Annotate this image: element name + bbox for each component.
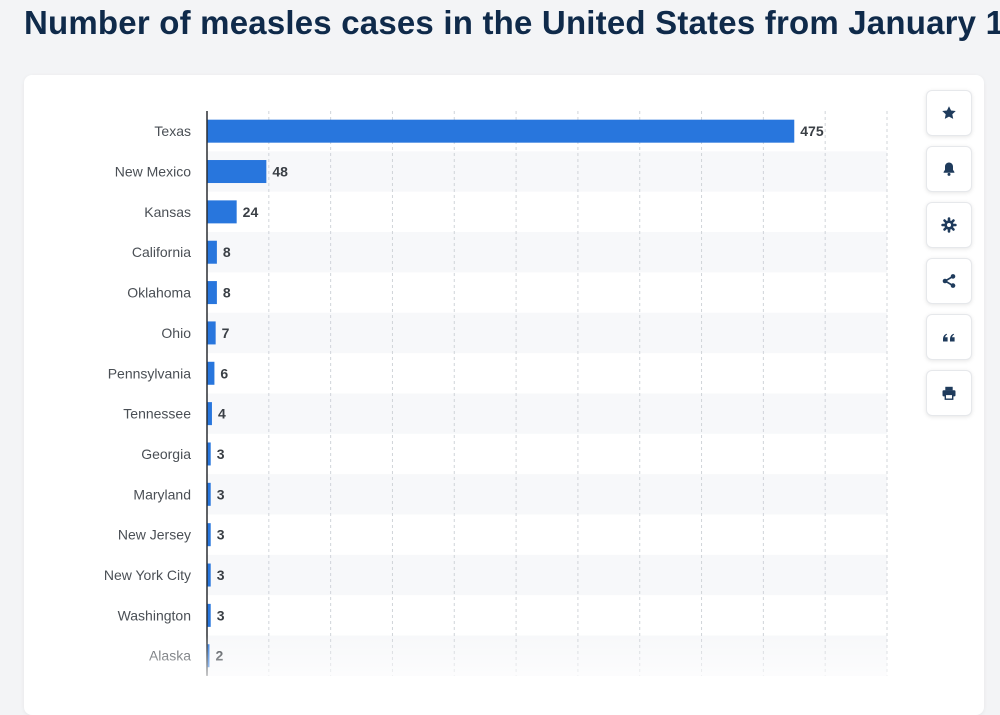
bar-new-jersey [207, 523, 211, 547]
bar-maryland [207, 482, 211, 506]
row-stripe [207, 554, 887, 596]
category-label: Alaska [149, 648, 191, 664]
category-label: Georgia [141, 446, 191, 462]
settings-button[interactable] [926, 202, 972, 248]
category-label: Tennessee [123, 406, 191, 422]
bar-california [207, 240, 217, 264]
bar-texas [207, 119, 795, 143]
category-label: California [132, 244, 191, 260]
category-label: Washington [118, 607, 191, 623]
category-label: Oklahoma [127, 285, 191, 301]
bar-pennsylvania [207, 361, 215, 385]
value-label: 3 [217, 607, 225, 623]
bar-new-york-city [207, 563, 211, 587]
bar-oklahoma [207, 281, 217, 305]
bar-kansas [207, 200, 237, 224]
category-label: Ohio [161, 325, 191, 341]
row-stripe [207, 393, 887, 434]
category-label: New York City [104, 567, 191, 583]
bell-icon [941, 161, 957, 177]
chart-toolbar [926, 90, 972, 416]
printer-icon [941, 385, 957, 401]
quote-icon [941, 329, 957, 345]
row-stripe [207, 151, 887, 192]
bar-new-mexico [207, 160, 267, 184]
value-label: 7 [222, 325, 230, 341]
bar-georgia [207, 442, 211, 466]
gear-icon [941, 217, 957, 233]
favorite-button[interactable] [926, 90, 972, 136]
value-label: 3 [217, 527, 225, 543]
category-label: Maryland [133, 486, 191, 502]
bar-ohio [207, 321, 216, 345]
cite-button[interactable] [926, 314, 972, 360]
value-label: 8 [223, 244, 231, 260]
value-label: 8 [223, 285, 231, 301]
category-label: Texas [154, 123, 191, 139]
print-button[interactable] [926, 370, 972, 416]
value-label: 48 [272, 164, 288, 180]
page-title: Number of measles cases in the United St… [24, 4, 1000, 41]
star-icon [941, 105, 957, 121]
value-label: 4 [218, 406, 226, 422]
share-button[interactable] [926, 258, 972, 304]
row-stripe [207, 312, 887, 354]
value-label: 475 [800, 123, 824, 139]
row-stripe [207, 232, 887, 273]
value-label: 3 [217, 486, 225, 502]
row-stripe [207, 635, 887, 676]
value-label: 3 [217, 446, 225, 462]
share-icon [941, 273, 957, 289]
value-label: 3 [217, 567, 225, 583]
row-stripe [207, 474, 887, 515]
category-label: Kansas [144, 204, 191, 220]
value-label: 6 [220, 365, 228, 381]
bar-washington [207, 603, 211, 627]
category-label: New Jersey [118, 527, 191, 543]
value-label: 2 [215, 648, 223, 664]
bar-tennessee [207, 402, 212, 426]
category-label: Pennsylvania [108, 365, 191, 381]
notification-button[interactable] [926, 146, 972, 192]
value-label: 24 [243, 204, 259, 220]
category-label: New Mexico [115, 164, 191, 180]
chart-card: Texas 475 New Mexico 48 Kansas 24 California 8 O… [24, 75, 984, 715]
